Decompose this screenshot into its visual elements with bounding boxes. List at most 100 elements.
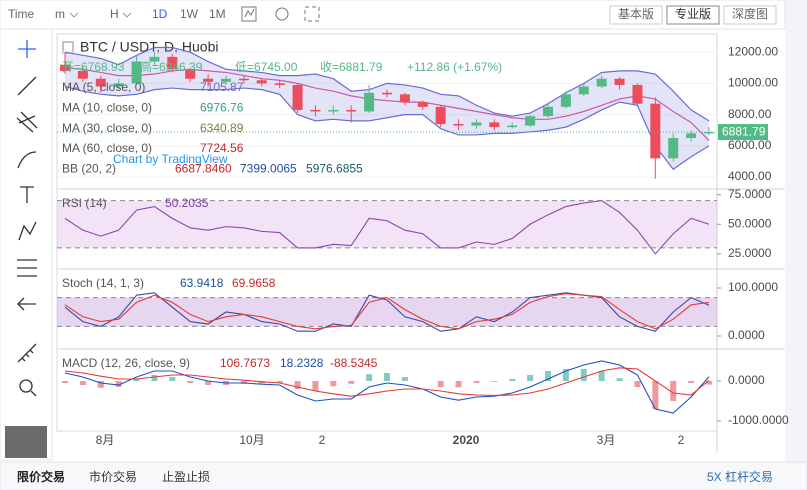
button-label[interactable]: 专业版	[675, 6, 711, 21]
pane-value: 18.2328	[280, 356, 324, 370]
side-gutter	[785, 0, 807, 490]
tool-icons	[16, 40, 38, 397]
candle-body	[578, 86, 589, 95]
toolbar-item[interactable]: m	[55, 7, 65, 21]
toolbar-item[interactable]: 1W	[180, 7, 199, 21]
band	[57, 200, 717, 248]
button[interactable]	[609, 5, 663, 25]
settings-icon[interactable]	[275, 7, 289, 21]
pane-value: 50.2035	[165, 196, 209, 210]
crosshair-tool[interactable]	[18, 40, 36, 58]
histogram-bar	[688, 381, 695, 383]
indicator-line	[64, 360, 710, 414]
indicator-icon[interactable]	[241, 6, 257, 22]
y-tick-label: 25.0000	[728, 246, 772, 260]
histogram-bar	[616, 378, 623, 381]
ohlc-value: 高=6946.39	[140, 59, 203, 74]
trade-tab[interactable]: 市价交易	[89, 469, 137, 484]
histogram-bar	[205, 381, 212, 385]
toolbar-item-active[interactable]: 1D	[152, 7, 168, 21]
ohlc-value: 低=6745.00	[235, 60, 298, 74]
candle-body	[399, 94, 410, 103]
histogram-bar	[62, 381, 68, 383]
histogram-bar	[491, 381, 498, 382]
histogram-bar	[97, 381, 104, 388]
brush-tool[interactable]	[17, 151, 37, 169]
pane-value: 63.9418	[180, 276, 224, 290]
indicator-line	[64, 367, 710, 397]
back-tool[interactable]	[17, 297, 36, 311]
candle-body	[471, 122, 482, 126]
y-tick-label: 75.0000	[728, 187, 772, 201]
ruler-tool[interactable]	[17, 343, 37, 363]
candle-body	[203, 78, 214, 82]
candle-body	[543, 106, 553, 117]
pattern-tool[interactable]	[18, 221, 37, 241]
histogram-bar	[169, 377, 176, 381]
histogram-bar	[473, 381, 480, 383]
candle-body	[650, 103, 661, 159]
zoom-tool[interactable]	[19, 379, 33, 393]
watermark: Chart by TradingView	[113, 152, 228, 166]
y-tick-label: 50.0000	[728, 216, 772, 230]
zoom-handle	[30, 390, 37, 397]
band	[57, 297, 717, 327]
x-tick-label: 10月	[239, 433, 264, 447]
y-tick-label: -1000.0000	[728, 413, 789, 427]
button-label[interactable]: 基本版	[618, 7, 654, 21]
candle-body	[149, 56, 160, 62]
histogram-bar	[652, 381, 659, 409]
trade-tab-active[interactable]: 限价交易	[17, 469, 65, 484]
pane-name: Stoch (14, 1, 3)	[62, 276, 144, 290]
trade-tab[interactable]: 止盈止损	[162, 470, 210, 484]
dropdown-arrow	[69, 12, 132, 18]
candle-body	[686, 133, 697, 139]
candle-body	[346, 109, 357, 112]
bb-upper	[64, 46, 710, 122]
candle-body	[382, 92, 392, 95]
candle-body	[185, 69, 196, 79]
button[interactable]	[723, 5, 777, 25]
y-tick-label: 12000.00	[728, 44, 778, 58]
candle-body	[453, 123, 464, 126]
histogram-bar	[133, 379, 140, 381]
line-tool[interactable]	[17, 76, 37, 96]
candle-body	[435, 106, 446, 124]
histogram-bar	[115, 381, 122, 387]
candle-body	[292, 84, 303, 110]
candle-body	[632, 84, 643, 104]
candle-body	[113, 83, 124, 87]
legend-value: 7724.56	[200, 141, 244, 155]
measure-tool[interactable]	[17, 259, 37, 277]
candle-body	[95, 78, 106, 87]
legend-name: MA (60, close, 0)	[62, 141, 152, 155]
candle-body	[310, 109, 321, 112]
legend-value: 7399.0065	[240, 161, 297, 175]
toolbar-item[interactable]: 1M	[209, 7, 226, 21]
magnet-tool[interactable]	[5, 426, 47, 458]
button-active[interactable]	[666, 5, 720, 25]
toolbar-item[interactable]: Time	[8, 7, 35, 21]
x-tick-label: 2	[678, 433, 685, 447]
y-tick-label: 10000.00	[728, 76, 778, 90]
histogram-bar	[187, 381, 194, 383]
leverage-link[interactable]: 5X 杠杆交易	[707, 469, 773, 484]
histogram-bar	[455, 381, 462, 388]
ohlc-value: 开=6768.93	[62, 60, 125, 74]
indicator-line	[64, 200, 710, 255]
candle-body	[507, 125, 518, 128]
fib-tool[interactable]	[16, 111, 38, 133]
y-tick-label: 4000.00	[728, 169, 772, 183]
button-label[interactable]: 深度图	[732, 6, 768, 21]
y-tick-label: 0.0000	[728, 373, 765, 387]
histogram-bar	[312, 381, 319, 391]
bb-lower	[64, 85, 710, 171]
candle-body	[77, 70, 88, 79]
text-tool[interactable]	[20, 186, 34, 203]
fullscreen-icon[interactable]	[304, 6, 320, 22]
x-tick-label: 8月	[96, 433, 115, 447]
indicator-line	[64, 292, 710, 332]
indicator-icon-glyph	[244, 8, 255, 18]
toolbar-item[interactable]: H	[110, 7, 119, 21]
